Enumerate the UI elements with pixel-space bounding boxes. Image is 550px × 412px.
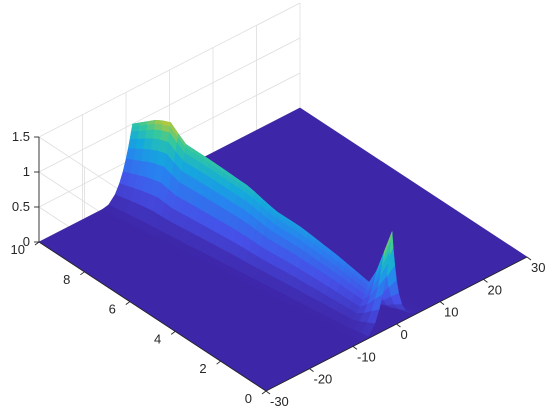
x-tick-mark [352, 345, 358, 350]
surface-patch [353, 332, 369, 343]
x-tick-label: 0 [401, 327, 408, 342]
y-tick-mark [261, 390, 267, 395]
x-tick-mark [396, 323, 401, 328]
surface-patch [152, 129, 163, 141]
surface-patch [138, 124, 148, 132]
z-tick-label: 0.5 [12, 199, 30, 214]
y-tick-mark [125, 301, 131, 305]
z-tick-label: 1 [23, 164, 30, 179]
y-tick-label: 6 [109, 302, 116, 317]
x-tick-mark [483, 278, 488, 283]
y-tick-label: 0 [245, 391, 252, 406]
x-tick-label: 20 [488, 282, 502, 297]
y-tick-mark [34, 241, 40, 246]
y-tick-label: 4 [154, 331, 161, 346]
y-tick-mark [170, 331, 176, 335]
y-tick-mark [80, 271, 85, 276]
z-tick-labels: 0 0.5 1 1.5 [12, 129, 39, 249]
x-tick-label: -10 [357, 349, 376, 364]
y-tick-label: 10 [11, 242, 25, 257]
y-tick-label: 2 [199, 361, 206, 376]
x-tick-labels: -30 -20 -10 0 10 20 30 [265, 256, 545, 409]
y-tick-label: 8 [63, 272, 70, 287]
x-tick-label: -30 [270, 394, 289, 409]
grid-line [38, 2, 301, 138]
grid-line [38, 37, 301, 173]
z-tick-label: 0 [23, 234, 30, 249]
x-tick-mark [526, 256, 532, 261]
y-tick-labels: 0 2 4 6 8 10 [11, 241, 267, 406]
surface [38, 107, 528, 392]
z-tick-label: 1.5 [12, 129, 30, 144]
x-tick-label: 10 [444, 305, 458, 320]
y-axis-line [38, 241, 267, 392]
x-tick-mark [439, 301, 445, 306]
x-tick-mark [309, 368, 314, 373]
y-tick-mark [216, 360, 221, 365]
x-tick-label: -20 [314, 372, 333, 387]
x-tick-mark [265, 390, 271, 395]
x-tick-label: 30 [531, 260, 545, 275]
